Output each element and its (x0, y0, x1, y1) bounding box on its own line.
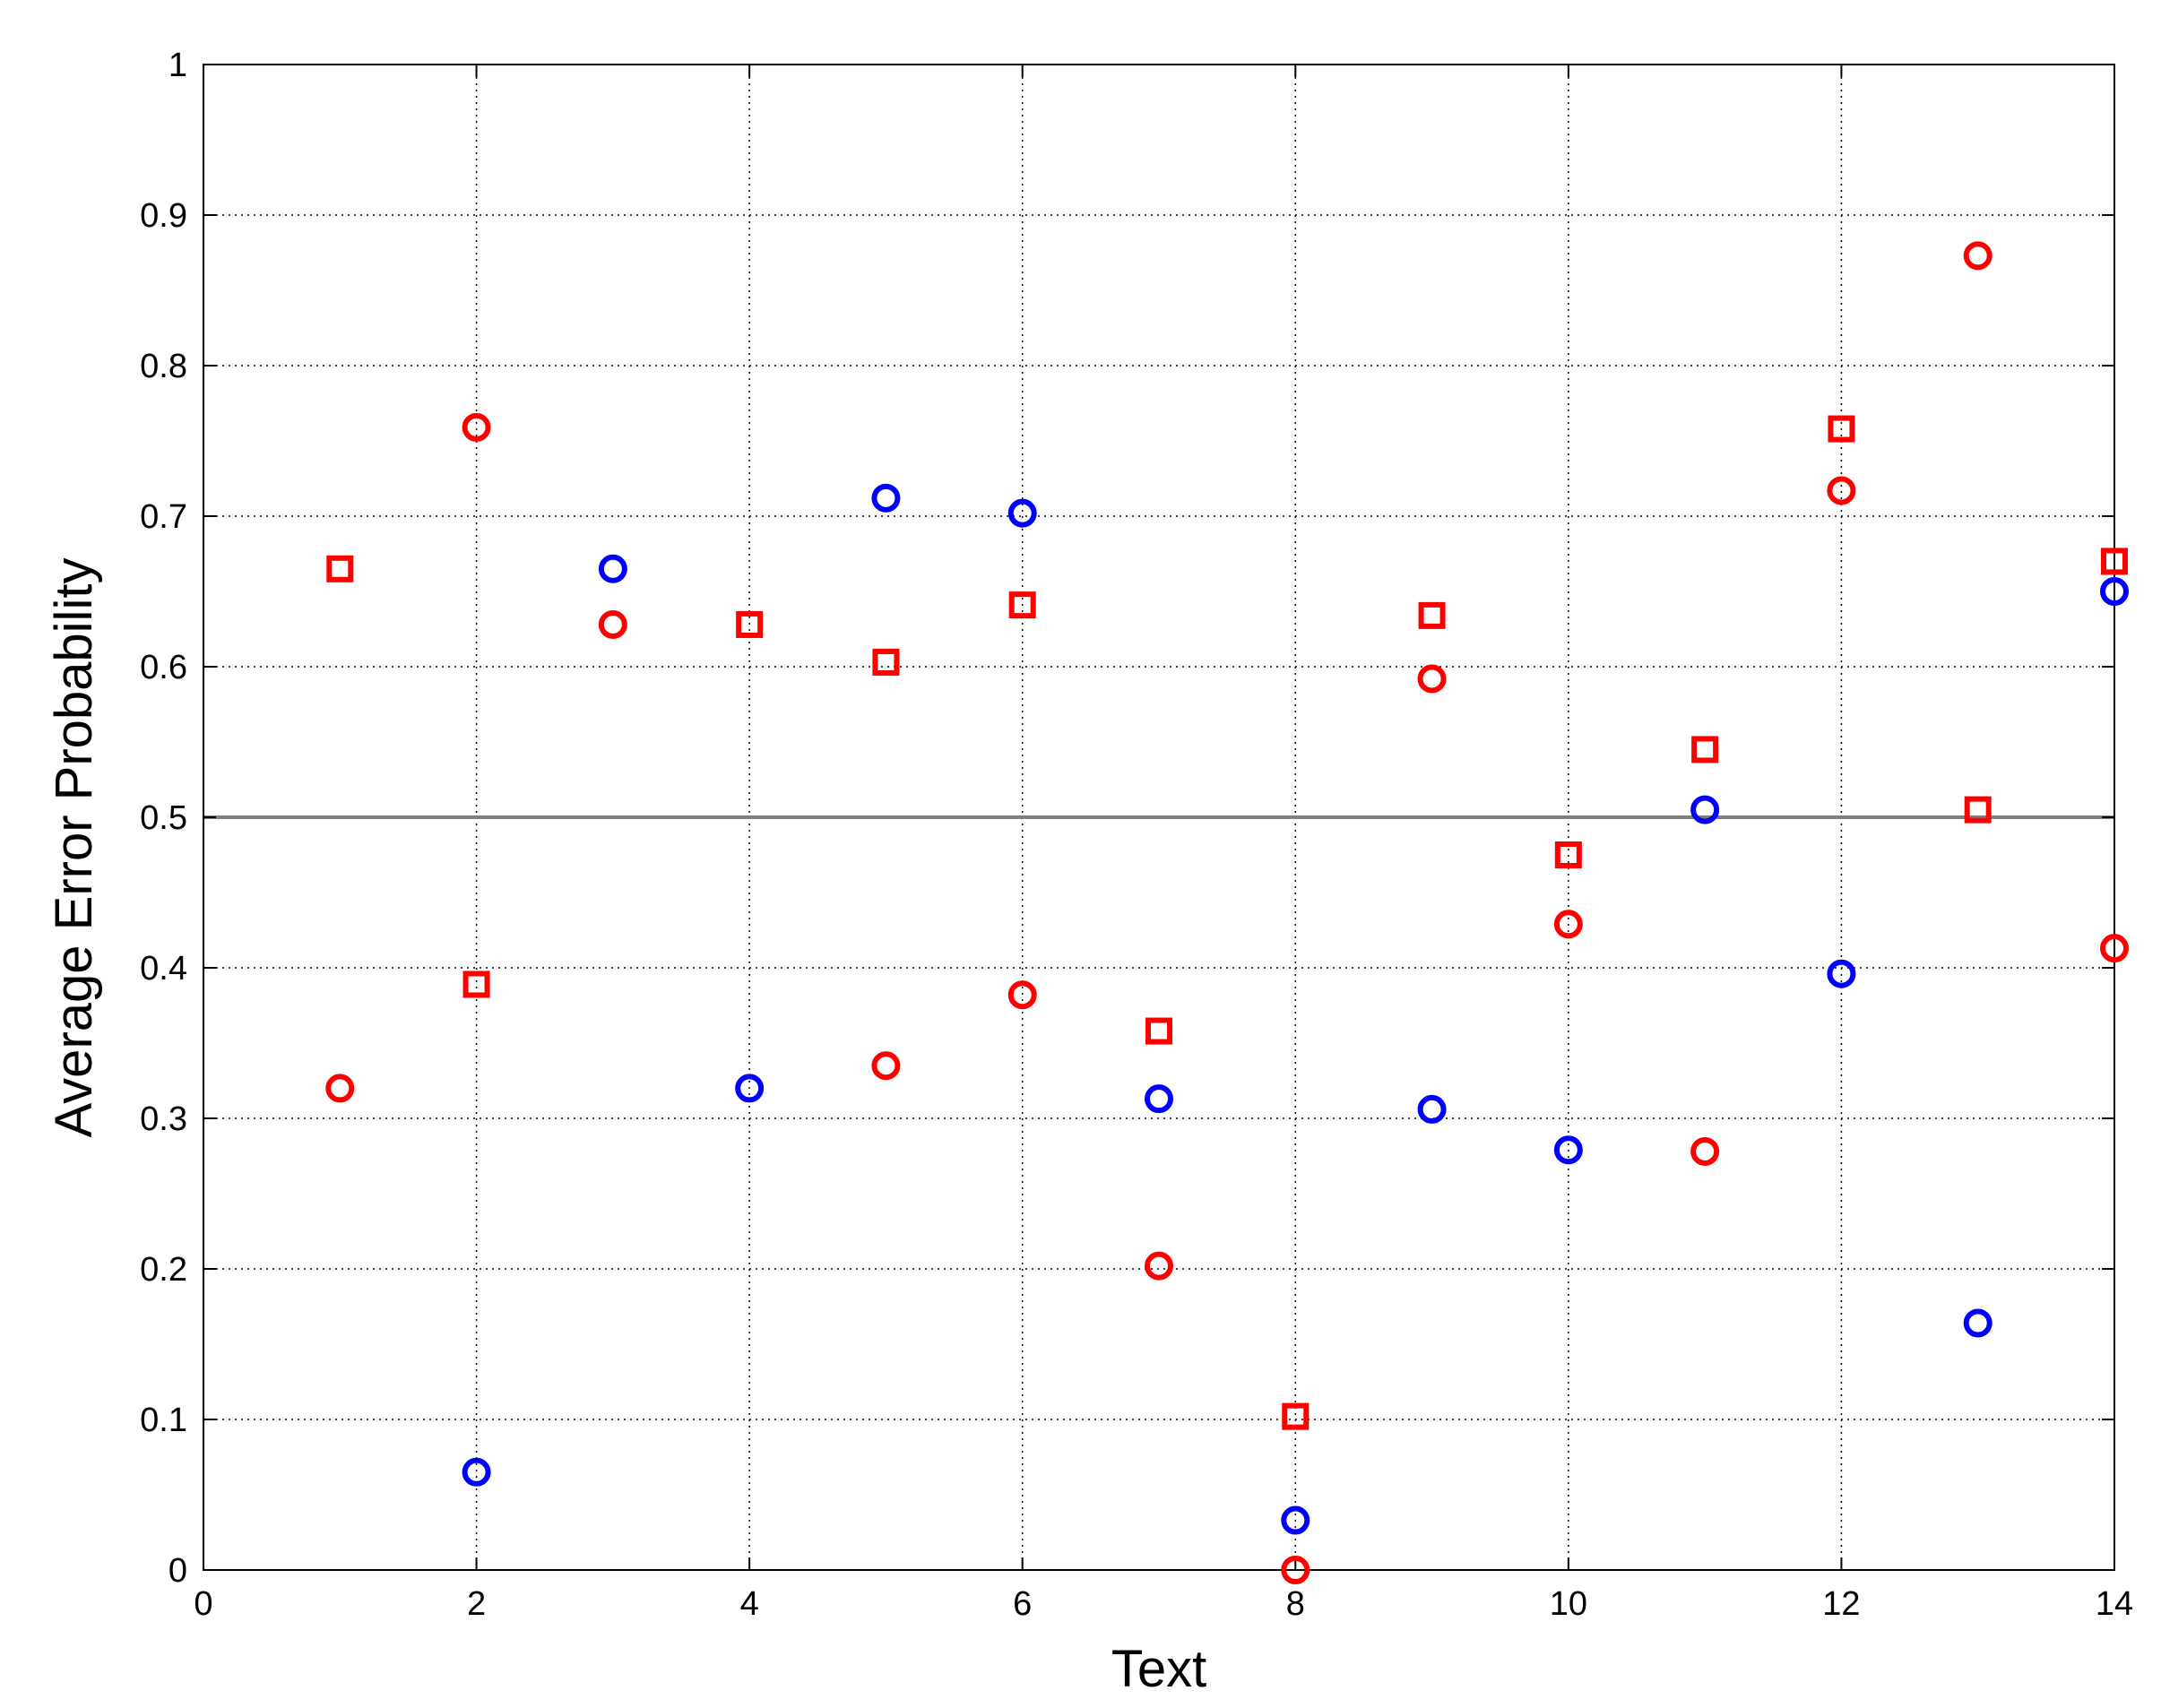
data-point-square (1554, 841, 1582, 868)
data-point-circle (598, 554, 627, 583)
x-axis-title: Text (1111, 1640, 1206, 1698)
y-tick-label: 0 (169, 1552, 187, 1590)
y-tick-label: 0.6 (140, 649, 187, 686)
data-point-circle (462, 412, 491, 442)
y-axis-title: Average Error Probability (45, 558, 103, 1138)
data-point-circle (2100, 577, 2129, 606)
data-point-circle (1553, 1135, 1583, 1165)
data-point-circle (325, 1074, 355, 1103)
data-point-circle (2100, 934, 2129, 963)
y-tick-label: 0.9 (140, 197, 187, 235)
data-point-circle (1145, 1251, 1173, 1281)
y-tick-label: 0.7 (140, 498, 187, 536)
data-points (325, 241, 2129, 1584)
y-tick-label: 1 (169, 47, 187, 84)
data-point-circle (1963, 1308, 1992, 1338)
y-tick-label: 0.4 (140, 950, 187, 988)
data-point-circle (1553, 910, 1583, 939)
data-point-circle (1007, 980, 1037, 1010)
data-point-square (1964, 796, 1992, 824)
data-point-circle (1690, 1136, 1720, 1166)
data-point-circle (871, 1051, 901, 1081)
x-tick-label: 6 (1013, 1585, 1032, 1623)
data-point-circle (1007, 498, 1037, 528)
data-point-circle (1827, 476, 1856, 505)
data-point-square (462, 970, 490, 998)
x-tick-label: 10 (1550, 1585, 1587, 1623)
x-tick-label: 2 (467, 1585, 486, 1623)
data-point-square (736, 610, 764, 638)
series-2 (325, 241, 2129, 1584)
series-1 (462, 483, 2129, 1535)
x-tick-label: 14 (2096, 1585, 2133, 1623)
x-tick-label: 0 (194, 1585, 212, 1623)
data-point-circle (1145, 1084, 1173, 1114)
data-point-circle (1281, 1556, 1310, 1584)
data-point-circle (462, 1457, 491, 1487)
data-point-square (872, 648, 900, 676)
x-tick-label: 8 (1286, 1585, 1305, 1623)
data-point-circle (1417, 1094, 1447, 1124)
series-3 (326, 415, 2128, 1430)
x-tick-label: 4 (740, 1585, 759, 1623)
data-point-circle (1417, 664, 1447, 694)
y-tick-label: 0.1 (140, 1402, 187, 1439)
data-point-circle (735, 1074, 765, 1103)
data-point-circle (1963, 241, 1992, 271)
data-point-square (2101, 548, 2128, 575)
data-point-circle (1690, 795, 1720, 824)
y-tick-label: 0.2 (140, 1251, 187, 1289)
data-point-circle (871, 483, 901, 513)
y-tick-label: 0.3 (140, 1100, 187, 1138)
data-point-square (326, 555, 354, 582)
axis-ticks: 0 2 4 6 8 10 12 14 0 0.1 0.2 0.3 0.4 0.5 0.6 0.7 0.8 0.9 1 (140, 47, 2133, 1623)
data-point-square (1691, 736, 1719, 763)
y-tick-label: 0.8 (140, 348, 187, 385)
y-tick-label: 0.5 (140, 799, 187, 837)
data-point-circle (598, 609, 627, 639)
data-point-circle (1827, 959, 1856, 988)
x-tick-label: 12 (1822, 1585, 1860, 1623)
data-point-square (1282, 1402, 1310, 1430)
data-point-circle (1281, 1505, 1310, 1535)
data-point-square (1418, 601, 1446, 629)
data-point-square (1828, 415, 1855, 443)
data-point-square (1008, 591, 1036, 619)
data-point-square (1145, 1017, 1172, 1045)
